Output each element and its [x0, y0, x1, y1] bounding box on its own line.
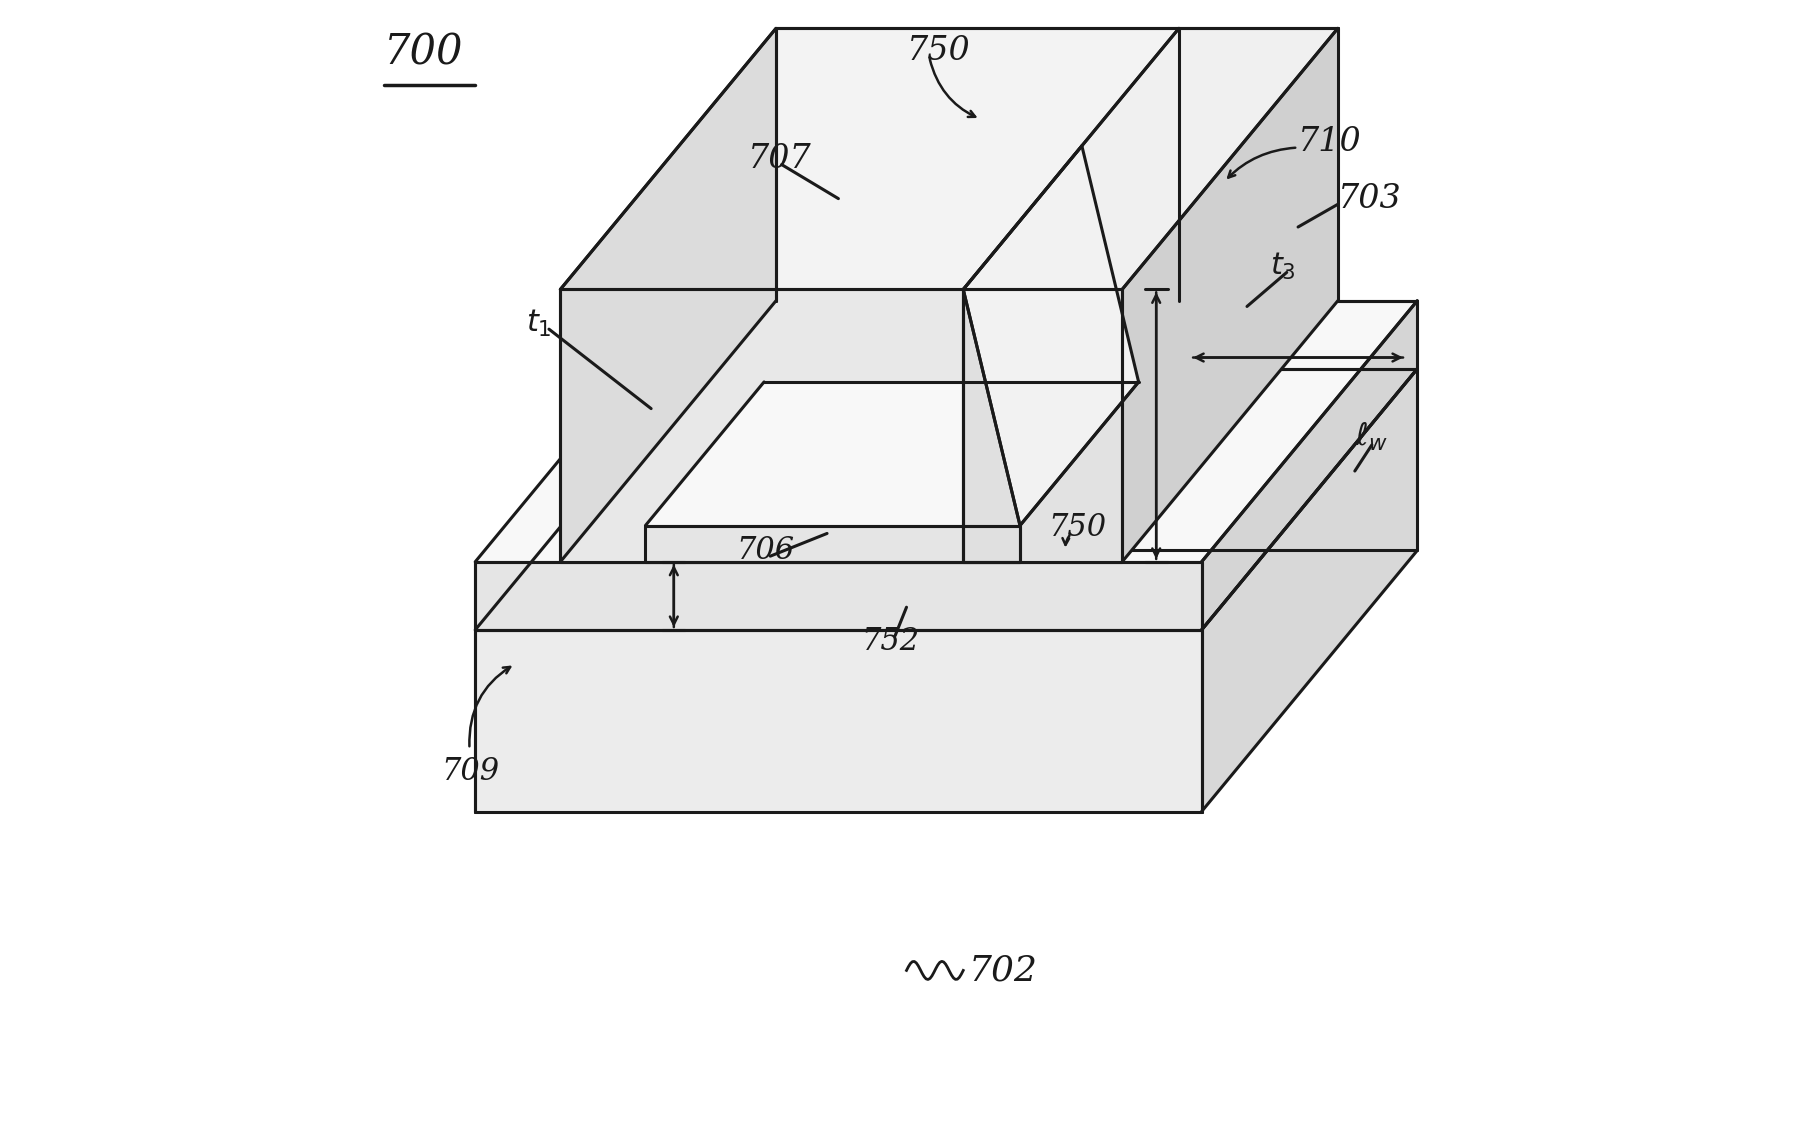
Text: 750: 750 — [1048, 512, 1106, 544]
Polygon shape — [963, 289, 1021, 562]
Text: $\ell_w$: $\ell_w$ — [1354, 421, 1387, 453]
Polygon shape — [963, 145, 1139, 526]
Text: 703: 703 — [1338, 183, 1401, 215]
Text: 710: 710 — [1298, 126, 1362, 158]
Text: $t_1$: $t_1$ — [526, 308, 551, 339]
Polygon shape — [560, 28, 776, 562]
Text: 750: 750 — [906, 35, 970, 67]
Text: 700: 700 — [384, 32, 464, 74]
Polygon shape — [475, 369, 1418, 630]
Polygon shape — [645, 381, 1139, 526]
Text: 752: 752 — [861, 625, 919, 657]
Text: $t_3$: $t_3$ — [1269, 251, 1296, 283]
Polygon shape — [1122, 28, 1338, 562]
Polygon shape — [560, 28, 1178, 289]
Polygon shape — [1202, 369, 1418, 812]
Polygon shape — [475, 301, 1418, 562]
Polygon shape — [963, 28, 1338, 289]
Polygon shape — [560, 289, 963, 562]
Text: 709: 709 — [441, 756, 499, 788]
Text: 706: 706 — [736, 535, 794, 566]
Polygon shape — [1202, 301, 1418, 630]
Polygon shape — [475, 562, 1202, 630]
Text: 702: 702 — [968, 953, 1037, 987]
Text: 707: 707 — [747, 143, 812, 175]
Polygon shape — [475, 630, 1202, 812]
Polygon shape — [645, 526, 1021, 562]
Polygon shape — [963, 289, 1122, 562]
